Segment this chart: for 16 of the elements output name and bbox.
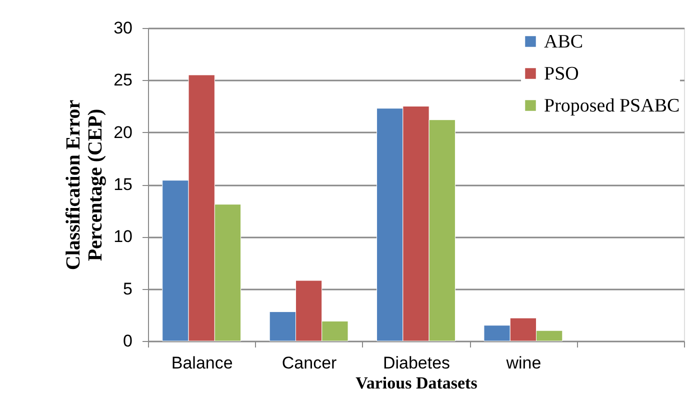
x-tick-label: wine <box>505 354 542 372</box>
y-tick-label: 30 <box>114 18 132 38</box>
y-tick-label: 15 <box>114 175 132 194</box>
legend-label: PSO <box>544 64 579 84</box>
y-tick-label: 10 <box>114 227 132 246</box>
x-tick-label: Cancer <box>282 354 338 372</box>
y-tick-label: 0 <box>123 332 132 350</box>
y-tick-label: 20 <box>114 122 132 142</box>
y-axis-title: Classification Error Percentage (CEP) <box>62 100 107 270</box>
x-tick-label: Balance <box>171 354 233 372</box>
y-tick-label: 5 <box>123 279 132 298</box>
legend-label: ABC <box>544 32 584 52</box>
x-axis-title: Various Datasets <box>356 374 478 392</box>
y-tick-label: 25 <box>114 70 132 90</box>
x-tick-label: Diabetes <box>382 354 450 372</box>
legend-label: Proposed PSABC <box>544 96 680 116</box>
